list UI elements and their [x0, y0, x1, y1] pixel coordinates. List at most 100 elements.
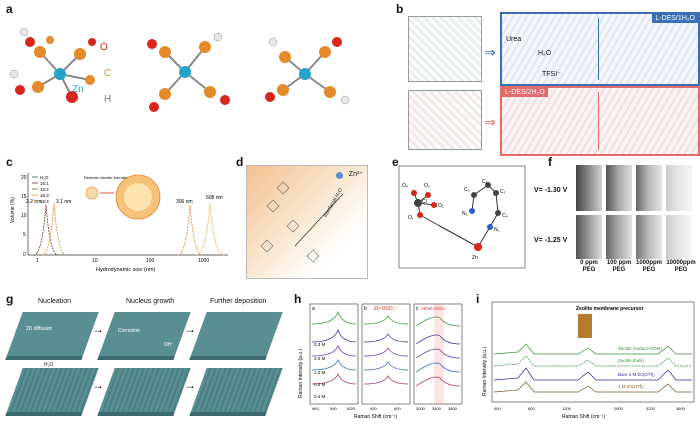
svg-text:16:3: 16:3	[40, 193, 49, 198]
c-peak-3.1nm	[41, 202, 67, 256]
svg-text:990: 990	[330, 406, 337, 411]
c-peak-label-1: 3.1 nm	[56, 199, 71, 205]
svg-text:O₁: O₁	[408, 215, 414, 221]
c-xtick-2: 100	[146, 258, 155, 264]
f-col-0: 0 ppm PEG	[580, 260, 598, 273]
g-slab-bot-1	[97, 368, 191, 416]
panel-h-spectra: Raman Intensity (a.u.) a b Zn-OSO₃⁻ c HO…	[298, 303, 463, 420]
svg-text:800: 800	[528, 406, 535, 411]
b-arrow-top: ⇒	[484, 44, 496, 60]
svg-text:Zn-OSO₃⁻: Zn-OSO₃⁻	[374, 306, 398, 312]
svg-text:H₂O: H₂O	[40, 175, 49, 180]
svg-text:16:1: 16:1	[40, 181, 49, 186]
f-photo-0-bot	[576, 215, 602, 259]
svg-text:C₂: C₂	[500, 189, 506, 195]
c-ytick-1: 15	[21, 194, 27, 200]
c-ytick-4: 0	[23, 252, 26, 258]
g-step-1: Nucleus growth	[126, 298, 175, 305]
svg-text:O₃: O₃	[424, 183, 430, 189]
panel-c-label: c	[6, 155, 13, 169]
f-col-1: 100 ppm PEG	[606, 260, 632, 273]
svg-text:O₄: O₄	[402, 183, 408, 189]
g-annot-h2o: H₂O	[44, 362, 54, 368]
panel-b-label: b	[396, 2, 404, 16]
svg-text:C₄: C₄	[502, 213, 508, 219]
g-arrow-3: →	[184, 378, 196, 392]
molecule-2	[147, 32, 230, 112]
panel-g-schematic: Nucleation Nucleus growth Further deposi…	[5, 298, 283, 422]
panel-a-molecules: O C Zn H	[9, 27, 350, 112]
svg-text:960: 960	[312, 406, 319, 411]
i-curve-2: Bare 3 M Zn(OTf)₂	[618, 372, 655, 377]
panel-c-chart: Volume (%) 20 15 10 5 0 1 10 100 1000 Hy…	[10, 173, 228, 273]
i-xlabel: Raman Shift (cm⁻¹)	[562, 414, 606, 420]
f-photo-3-top	[666, 165, 692, 211]
panel-i-spectra: Raman Intensity (a.u.) Zeolite membrane …	[482, 301, 695, 420]
c-peak-608nm	[195, 202, 225, 256]
g-arrow-2: →	[92, 378, 104, 392]
svg-text:16:4: 16:4	[40, 199, 49, 204]
g-slab-top-0	[5, 312, 99, 360]
d-zn-icon	[336, 172, 343, 179]
svg-text:0.5 M: 0.5 M	[314, 382, 326, 387]
i-inset-photo	[578, 314, 592, 338]
c-ylabel: Volume (%)	[10, 197, 16, 223]
b-tfsi-label: TFSI⁻	[542, 71, 561, 78]
c-peak-label-3: 608 nm	[206, 195, 223, 201]
svg-text:C₃: C₃	[464, 187, 470, 193]
c-xtick-1: 10	[92, 258, 98, 264]
svg-text:3600: 3600	[676, 406, 686, 411]
b-h2o-label: H₂O	[538, 50, 552, 57]
h-xlabel: Raman Shift (cm⁻¹)	[354, 414, 398, 420]
svg-text:400: 400	[494, 406, 501, 411]
svg-text:N₂: N₂	[462, 211, 468, 217]
svg-text:1200: 1200	[562, 406, 572, 411]
svg-text:3.3 M: 3.3 M	[314, 342, 326, 347]
b-box-2h2o: L-DES/2H₂O	[500, 86, 700, 156]
b-urea-label: Urea	[506, 36, 522, 43]
i-curve-3: 1 M Zn(OTf)₂	[618, 384, 644, 389]
svg-text:c: c	[416, 306, 419, 312]
panel-h-label: h	[294, 292, 302, 306]
f-photo-3-bot	[666, 215, 692, 259]
g-slab-bot-0	[5, 368, 99, 416]
panel-f-label: f	[548, 155, 552, 169]
molecule-3	[265, 37, 350, 105]
svg-text:N₁: N₁	[494, 227, 500, 233]
f-photo-0-top	[576, 165, 602, 211]
svg-text:HOH-OSO₃⁻: HOH-OSO₃⁻	[422, 306, 448, 311]
i-ylabel: Raman Intensity (a.u.)	[482, 346, 488, 396]
svg-text:600: 600	[394, 406, 401, 411]
svg-text:C₁: C₁	[482, 179, 488, 185]
c-xtick-0: 1	[36, 258, 39, 264]
f-photo-2-bot	[636, 215, 662, 259]
panel-b-snapshots: ⇒ L-DES/1H₂O Urea H₂O TFSI⁻ ⇒ L-DES/2H₂O	[408, 12, 700, 156]
molecule-1: O C Zn H	[9, 27, 111, 105]
c-ytick-3: 5	[23, 232, 26, 238]
svg-text:2800: 2800	[614, 406, 624, 411]
b-overview-bottom	[408, 90, 482, 150]
panel-a-label: a	[6, 2, 13, 16]
i-curve-0: Zeolite (surface EDM)	[618, 346, 662, 351]
panel-f-photos: V= -1.30 V V= -1.25 V 0 ppm PEG 100 ppm …	[534, 165, 700, 275]
f-col-3: 10000ppm PEG	[666, 260, 696, 273]
i-curve-1: Zeolite (bulk)	[618, 358, 645, 363]
b-box-1h2o: L-DES/1H₂O Urea H₂O TFSI⁻	[500, 12, 700, 86]
g-annot-oh: OH⁻	[164, 342, 175, 348]
svg-text:16:2: 16:2	[40, 187, 49, 192]
svg-text:Cl: Cl	[422, 199, 427, 205]
panel-d-label: d	[236, 155, 244, 169]
panel-d-interface: Zn²⁺ Interfacial H₂O	[246, 165, 368, 279]
svg-text:1020: 1020	[346, 406, 356, 411]
c-legend: H₂O 16:1 16:2 16:3 16:4	[32, 175, 49, 204]
g-annot-diffusion: 2D diffusion	[26, 326, 53, 332]
svg-text:3400: 3400	[432, 406, 442, 411]
c-ytick-2: 10	[21, 213, 27, 219]
svg-text:3000: 3000	[416, 406, 426, 411]
g-arrow-1: →	[184, 322, 196, 336]
svg-text:400: 400	[370, 406, 377, 411]
d-zn-label: Zn²⁺	[348, 171, 363, 178]
f-row2-label: V= -1.25 V	[534, 237, 568, 244]
svg-text:1.0 M: 1.0 M	[314, 370, 326, 375]
svg-text:Zn: Zn	[472, 255, 478, 261]
